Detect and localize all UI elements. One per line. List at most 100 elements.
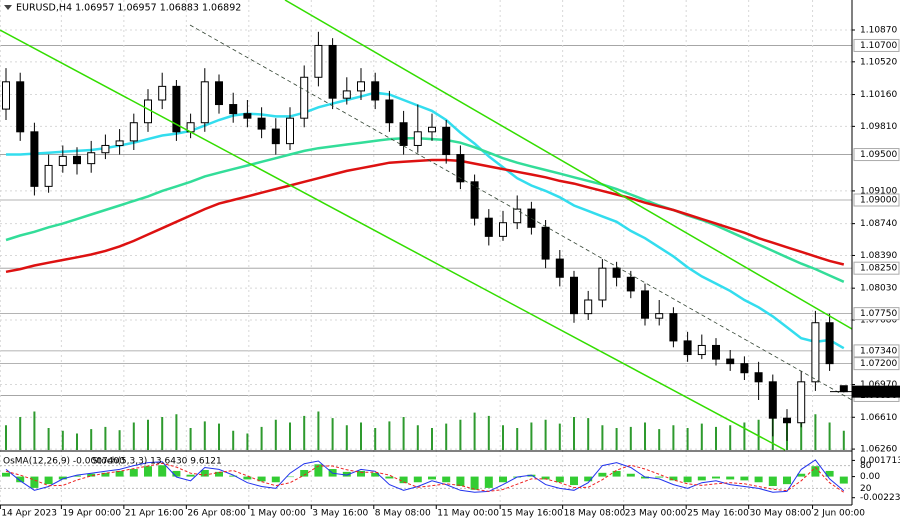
candle-body (286, 117, 294, 145)
x-tick-label: 8 May 08:00 (375, 509, 431, 519)
osma-bar (683, 476, 692, 483)
volume-bar (388, 421, 391, 450)
osma-bar (158, 465, 167, 477)
candle-body (271, 128, 280, 145)
x-tick-label: 1 May 00:00 (250, 509, 306, 519)
volume-bar (274, 419, 277, 450)
osma-bar (215, 471, 223, 477)
y-tick-label: 1.06610 (860, 413, 897, 423)
candle-body (456, 154, 465, 183)
osma-bar (243, 476, 252, 480)
osma-bar (229, 475, 238, 477)
osma-bar (428, 476, 436, 480)
candle-body (16, 81, 25, 133)
volume-bar (76, 433, 78, 450)
candle-body (598, 267, 607, 301)
level-label: 1.07340 (860, 346, 897, 356)
candle-body (768, 381, 777, 419)
level-label: 1.08250 (860, 264, 897, 274)
osma-bar (740, 476, 749, 481)
volume-bar (487, 415, 490, 450)
y-tick-label: 1.09100 (860, 186, 897, 196)
candle-body (413, 131, 422, 146)
menu-icon[interactable] (4, 5, 12, 10)
osma-bar (286, 476, 294, 478)
volume-bar (189, 428, 192, 450)
volume-bar (757, 419, 760, 450)
osma-bar (172, 470, 181, 477)
volume-bar (232, 430, 235, 450)
candle-body (612, 267, 621, 278)
y-tick-label: 1.10870 (860, 26, 897, 36)
plot (2, 31, 848, 493)
osma-bar (641, 476, 649, 479)
candle-body (357, 81, 365, 92)
osma-bar (584, 476, 593, 482)
candle-body (811, 322, 820, 383)
osma-label: OsMA(12,26,9) -0.0007400 (3, 457, 125, 467)
volume-bar (161, 417, 164, 450)
volume-bar (19, 417, 22, 450)
y-tick-label: 1.08390 (860, 251, 897, 261)
candle-body (58, 155, 67, 166)
osma-bar (697, 476, 706, 481)
candle-body (399, 122, 408, 146)
moving-average (6, 91, 845, 350)
candle-body (101, 144, 110, 154)
candle-body (626, 276, 635, 292)
osma-bar (413, 476, 422, 483)
candle-body (2, 81, 10, 110)
x-tick-label: 25 May 16:00 (687, 509, 749, 519)
osma-bar (186, 474, 195, 477)
osma-bar (768, 476, 777, 487)
volume-bar (644, 422, 646, 450)
osma-bar (87, 473, 96, 477)
volume-bar (601, 425, 604, 450)
candle-body (726, 358, 735, 365)
osma-bar (385, 476, 394, 479)
osma-bar (30, 476, 39, 488)
candle-body (200, 81, 209, 124)
candle-body (115, 140, 124, 146)
candle-body (584, 299, 593, 315)
volume-bar (842, 430, 845, 450)
x-tick-label: 11 May 00:00 (437, 509, 499, 519)
volume-bar (118, 430, 121, 450)
osma-bar (101, 472, 110, 477)
candle-body (697, 344, 706, 356)
osma-tick-label: 0.00 (860, 472, 880, 482)
osma-bar (399, 476, 408, 484)
osma-bar (342, 471, 351, 477)
candle-body (669, 313, 678, 342)
volume-bar (147, 419, 149, 450)
volume-bar (47, 428, 50, 450)
candle-body (754, 372, 763, 383)
candle-body (683, 340, 692, 356)
y-tick-label: 1.06260 (860, 445, 897, 455)
last-price-label: 1.06892 (860, 387, 897, 397)
volume-bar (33, 411, 36, 450)
osma-bar (839, 476, 848, 484)
osma-bar (73, 475, 81, 477)
volume-bar (700, 423, 703, 450)
volume-bar (715, 426, 717, 450)
volume-bar (260, 426, 263, 450)
candle-body (328, 44, 337, 99)
volume-bar (331, 418, 334, 450)
osma-bar (314, 464, 323, 477)
y-tick-label: 1.07680 (860, 316, 897, 326)
candle-body (641, 290, 649, 319)
x-tick-label: 23 May 00:00 (625, 509, 687, 519)
candle-body (44, 164, 53, 187)
candle-body (129, 122, 138, 142)
volume-bar (5, 425, 7, 450)
x-tick-label: 30 May 08:00 (750, 509, 812, 519)
candle-body (172, 85, 181, 133)
candle-body (73, 155, 81, 165)
level-label: 1.07200 (860, 359, 897, 369)
volume-bar (473, 412, 476, 450)
volume-bar (587, 418, 590, 450)
level-box (853, 38, 900, 52)
